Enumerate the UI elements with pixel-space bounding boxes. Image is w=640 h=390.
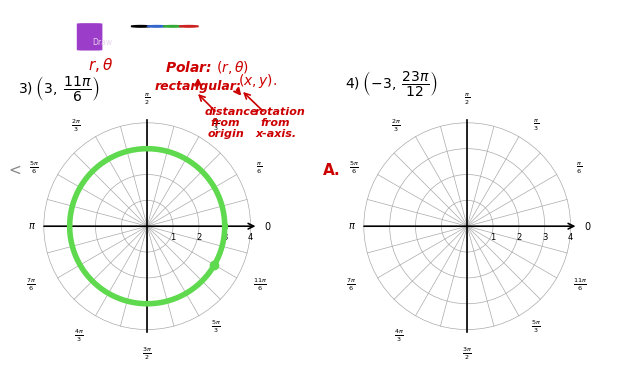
FancyBboxPatch shape bbox=[77, 23, 102, 51]
Text: $0$: $0$ bbox=[264, 220, 271, 232]
Text: $\frac{5\pi}{3}$: $\frac{5\pi}{3}$ bbox=[531, 319, 540, 335]
Text: $\frac{2\pi}{3}$: $\frac{2\pi}{3}$ bbox=[72, 117, 81, 134]
Text: View: View bbox=[132, 37, 150, 47]
Text: rectangular:: rectangular: bbox=[155, 80, 242, 93]
Circle shape bbox=[131, 25, 150, 27]
Text: 3: 3 bbox=[222, 233, 227, 242]
Text: $\frac{11\pi}{6}$: $\frac{11\pi}{6}$ bbox=[253, 276, 267, 292]
Text: from: from bbox=[210, 118, 239, 128]
Text: from: from bbox=[260, 118, 290, 128]
Text: 2: 2 bbox=[516, 233, 522, 242]
Text: <: < bbox=[8, 163, 20, 178]
Circle shape bbox=[147, 25, 166, 27]
Text: $\frac{3\pi}{2}$: $\frac{3\pi}{2}$ bbox=[462, 345, 472, 362]
Text: $\frac{\pi}{6}$: $\frac{\pi}{6}$ bbox=[575, 160, 582, 176]
Text: Insert: Insert bbox=[53, 37, 75, 47]
Text: $\frac{5\pi}{3}$: $\frac{5\pi}{3}$ bbox=[211, 319, 220, 335]
Text: $\frac{5\pi}{6}$: $\frac{5\pi}{6}$ bbox=[349, 160, 359, 176]
Text: $\frac{11\pi}{6}$: $\frac{11\pi}{6}$ bbox=[573, 276, 587, 292]
Text: $\frac{7\pi}{6}$: $\frac{7\pi}{6}$ bbox=[26, 276, 36, 292]
Text: $\frac{\pi}{6}$: $\frac{\pi}{6}$ bbox=[255, 160, 262, 176]
Text: $\frac{4\pi}{3}$: $\frac{4\pi}{3}$ bbox=[74, 327, 84, 344]
Text: $\pi$: $\pi$ bbox=[348, 221, 356, 231]
Text: Home: Home bbox=[15, 37, 36, 47]
Text: $\frac{3\pi}{2}$: $\frac{3\pi}{2}$ bbox=[142, 345, 152, 362]
Text: $\frac{5\pi}{6}$: $\frac{5\pi}{6}$ bbox=[29, 160, 39, 176]
Text: 1: 1 bbox=[170, 233, 175, 242]
Text: $(x,y).$: $(x,y).$ bbox=[238, 72, 277, 90]
Text: Polar: $(r, \theta)$: Polar: $(r, \theta)$ bbox=[165, 59, 249, 76]
Text: $r, \theta$: $r, \theta$ bbox=[88, 56, 113, 74]
Text: 1: 1 bbox=[490, 233, 495, 242]
Text: $\frac{7\pi}{6}$: $\frac{7\pi}{6}$ bbox=[346, 276, 356, 292]
Text: $\frac{\pi}{3}$: $\frac{\pi}{3}$ bbox=[533, 118, 539, 133]
Text: 3: 3 bbox=[542, 233, 547, 242]
Text: 2: 2 bbox=[196, 233, 202, 242]
Circle shape bbox=[163, 25, 182, 27]
Circle shape bbox=[179, 25, 198, 27]
Text: x-axis.: x-axis. bbox=[255, 129, 296, 139]
Text: Draw: Draw bbox=[92, 37, 113, 47]
Text: $\frac{\pi}{2}$: $\frac{\pi}{2}$ bbox=[144, 92, 150, 107]
Text: $4)\;\left(-3,\;\dfrac{23\pi}{12}\right)$: $4)\;\left(-3,\;\dfrac{23\pi}{12}\right)… bbox=[345, 69, 438, 98]
Text: 4: 4 bbox=[248, 233, 253, 242]
Text: origin: origin bbox=[208, 129, 244, 139]
Text: $0$: $0$ bbox=[584, 220, 591, 232]
Text: distance: distance bbox=[205, 107, 259, 117]
Text: $\mathbf{A.}$: $\mathbf{A.}$ bbox=[322, 162, 340, 178]
Text: $\pi$: $\pi$ bbox=[28, 221, 36, 231]
Text: $\frac{2\pi}{3}$: $\frac{2\pi}{3}$ bbox=[392, 117, 401, 134]
Text: rotation: rotation bbox=[255, 107, 306, 117]
Text: $\frac{4\pi}{3}$: $\frac{4\pi}{3}$ bbox=[394, 327, 404, 344]
Text: $\frac{\pi}{3}$: $\frac{\pi}{3}$ bbox=[213, 118, 219, 133]
Text: $\frac{\pi}{2}$: $\frac{\pi}{2}$ bbox=[464, 92, 470, 107]
Text: Lily's Notebook » New Section 1 - Syncing...: Lily's Notebook » New Section 1 - Syncin… bbox=[213, 13, 427, 23]
Text: 4: 4 bbox=[568, 233, 573, 242]
Text: $3)\;\left(3,\;\dfrac{11\pi}{6}\right)$: $3)\;\left(3,\;\dfrac{11\pi}{6}\right)$ bbox=[18, 74, 99, 103]
